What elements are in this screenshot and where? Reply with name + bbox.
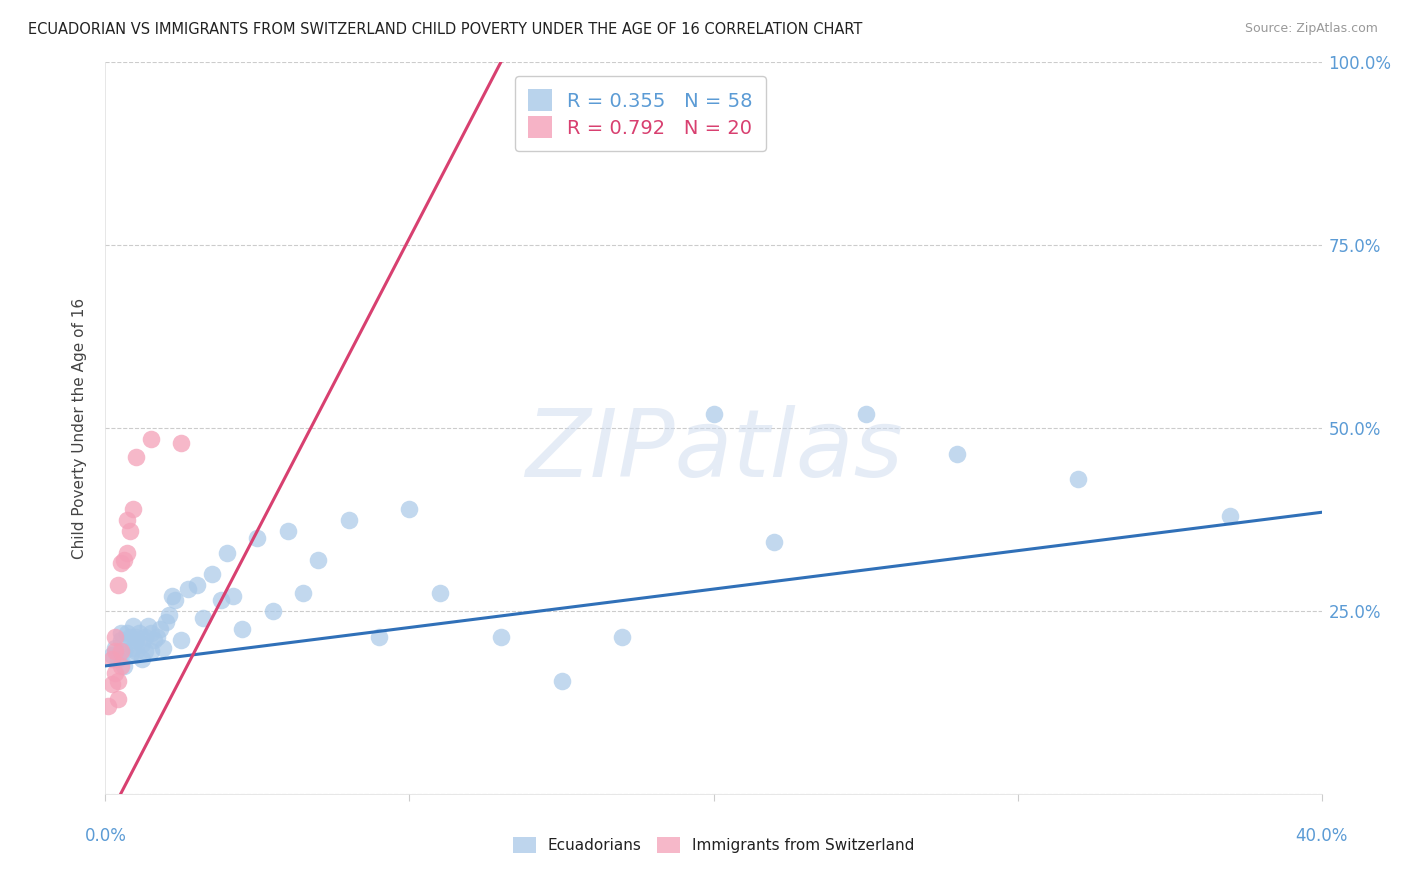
Text: 0.0%: 0.0% <box>84 827 127 845</box>
Point <box>143 633 166 648</box>
Point <box>162 590 184 604</box>
Point <box>110 633 132 648</box>
Point <box>100 651 122 665</box>
Point <box>131 651 153 665</box>
Point <box>110 644 132 658</box>
Point <box>186 578 208 592</box>
Point <box>337 512 360 526</box>
Point <box>139 644 162 658</box>
Point <box>100 677 122 691</box>
Point <box>115 512 138 526</box>
Point <box>121 501 143 516</box>
Point <box>110 658 132 673</box>
Point <box>149 623 172 637</box>
Point <box>100 648 122 662</box>
Point <box>157 607 180 622</box>
Point <box>146 630 169 644</box>
Point <box>107 691 129 706</box>
Text: ECUADORIAN VS IMMIGRANTS FROM SWITZERLAND CHILD POVERTY UNDER THE AGE OF 16 CORR: ECUADORIAN VS IMMIGRANTS FROM SWITZERLAN… <box>28 22 862 37</box>
Point <box>217 545 239 559</box>
Point <box>134 630 156 644</box>
Point <box>277 524 299 538</box>
Point <box>131 637 153 651</box>
Point <box>429 586 451 600</box>
Point <box>115 626 138 640</box>
Point <box>165 593 187 607</box>
Point <box>118 648 141 662</box>
Point <box>368 630 391 644</box>
Point <box>170 633 193 648</box>
Point <box>110 626 132 640</box>
Point <box>191 611 214 625</box>
Point <box>612 630 634 644</box>
Point <box>107 651 129 665</box>
Point <box>152 640 174 655</box>
Point <box>1067 472 1090 486</box>
Point <box>209 593 232 607</box>
Text: ZIPatlas: ZIPatlas <box>524 405 903 496</box>
Point <box>125 630 148 644</box>
Point <box>155 615 177 629</box>
Point <box>118 524 141 538</box>
Point <box>121 618 143 632</box>
Point <box>103 666 125 681</box>
Point <box>139 432 162 446</box>
Y-axis label: Child Poverty Under the Age of 16: Child Poverty Under the Age of 16 <box>72 298 87 558</box>
Point <box>550 673 572 688</box>
Text: Source: ZipAtlas.com: Source: ZipAtlas.com <box>1244 22 1378 36</box>
Point <box>107 673 129 688</box>
Point <box>97 699 120 714</box>
Point <box>307 553 329 567</box>
Point <box>1219 508 1241 523</box>
Point <box>112 553 135 567</box>
Point <box>125 644 148 658</box>
Point <box>134 644 156 658</box>
Point <box>125 450 148 465</box>
Point <box>103 640 125 655</box>
Point <box>246 531 269 545</box>
Point <box>125 633 148 648</box>
Point <box>103 630 125 644</box>
Point <box>201 567 224 582</box>
Legend: Ecuadorians, Immigrants from Switzerland: Ecuadorians, Immigrants from Switzerland <box>506 831 921 859</box>
Point <box>103 644 125 658</box>
Point <box>222 590 245 604</box>
Point <box>118 630 141 644</box>
Point <box>112 658 135 673</box>
Point <box>489 630 512 644</box>
Point <box>139 626 162 640</box>
Point <box>170 435 193 450</box>
Point <box>107 578 129 592</box>
Point <box>292 586 315 600</box>
Point <box>112 644 135 658</box>
Text: 40.0%: 40.0% <box>1295 827 1348 845</box>
Point <box>115 545 138 559</box>
Point <box>763 534 786 549</box>
Point <box>121 640 143 655</box>
Point <box>128 626 150 640</box>
Point <box>136 618 159 632</box>
Point <box>702 407 725 421</box>
Point <box>110 557 132 571</box>
Point <box>262 604 284 618</box>
Point <box>855 407 877 421</box>
Point <box>398 501 420 516</box>
Point <box>176 582 198 596</box>
Point <box>945 447 967 461</box>
Point <box>231 623 253 637</box>
